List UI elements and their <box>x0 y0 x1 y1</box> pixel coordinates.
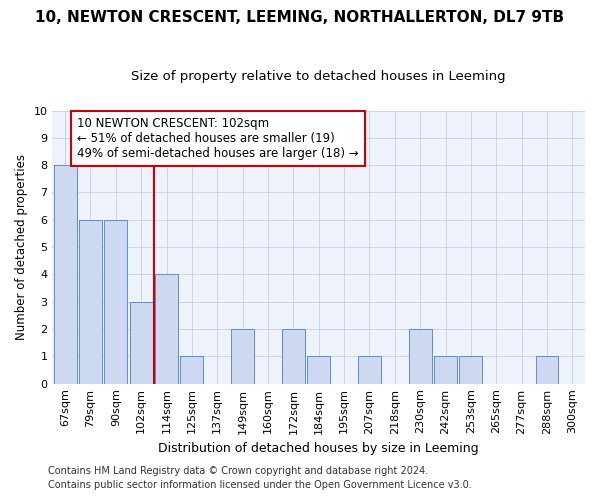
Bar <box>104 220 127 384</box>
Bar <box>79 220 102 384</box>
Text: 10, NEWTON CRESCENT, LEEMING, NORTHALLERTON, DL7 9TB: 10, NEWTON CRESCENT, LEEMING, NORTHALLER… <box>35 10 565 25</box>
Bar <box>130 302 152 384</box>
X-axis label: Distribution of detached houses by size in Leeming: Distribution of detached houses by size … <box>158 442 479 455</box>
Bar <box>282 329 305 384</box>
Bar <box>231 329 254 384</box>
Text: 10 NEWTON CRESCENT: 102sqm
← 51% of detached houses are smaller (19)
49% of semi: 10 NEWTON CRESCENT: 102sqm ← 51% of deta… <box>77 118 359 160</box>
Bar <box>434 356 457 384</box>
Bar <box>181 356 203 384</box>
Y-axis label: Number of detached properties: Number of detached properties <box>15 154 28 340</box>
Bar <box>409 329 431 384</box>
Bar <box>358 356 381 384</box>
Text: Contains HM Land Registry data © Crown copyright and database right 2024.
Contai: Contains HM Land Registry data © Crown c… <box>48 466 472 490</box>
Bar <box>53 165 77 384</box>
Bar <box>155 274 178 384</box>
Title: Size of property relative to detached houses in Leeming: Size of property relative to detached ho… <box>131 70 506 83</box>
Bar <box>536 356 559 384</box>
Bar <box>307 356 330 384</box>
Bar <box>460 356 482 384</box>
